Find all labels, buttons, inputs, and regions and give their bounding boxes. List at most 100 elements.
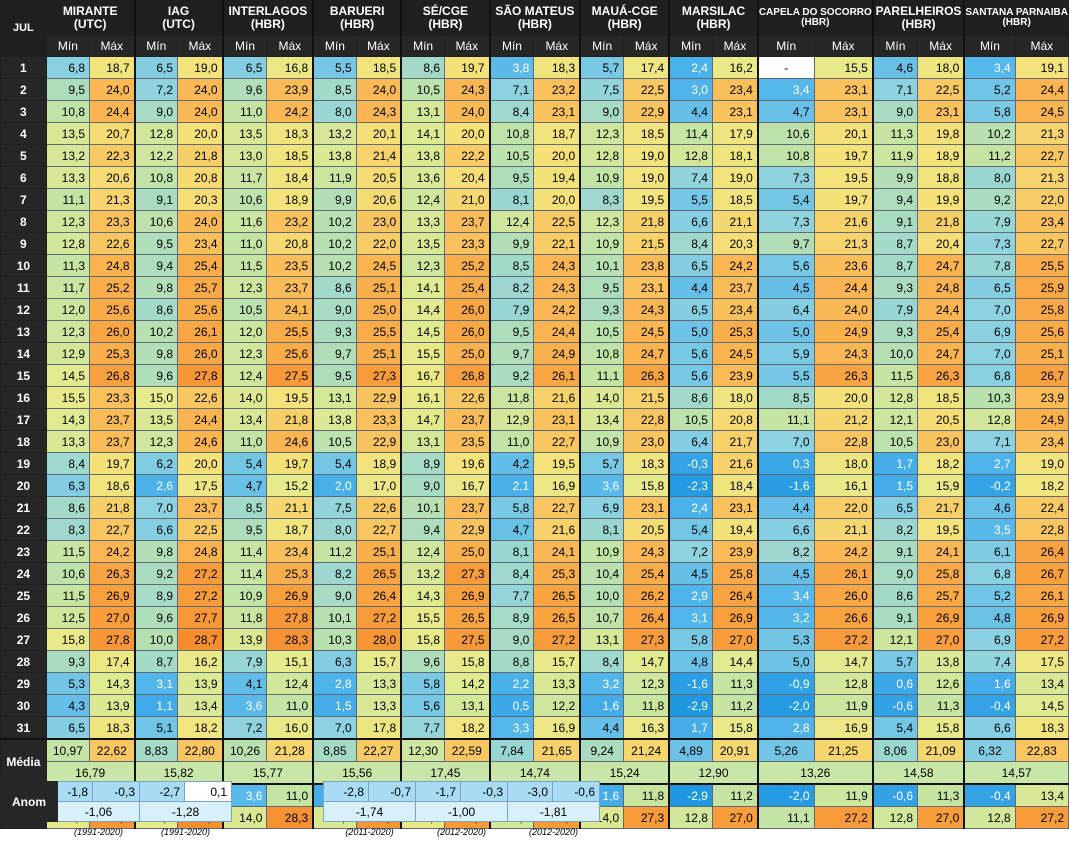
max-header: Máx	[533, 35, 581, 57]
day-number: 23	[0, 540, 47, 563]
max-value: 26,4	[623, 606, 670, 629]
min-value: 9,3	[579, 298, 625, 321]
min-value: 11,5	[871, 364, 919, 387]
min-value: 13,5	[133, 408, 179, 431]
min-value: 15,8	[45, 628, 91, 651]
min-value: 12,1	[871, 408, 919, 431]
max-value: 21,7	[917, 496, 965, 519]
max-value: 23,5	[266, 254, 314, 277]
min-value: 4,7	[221, 474, 268, 497]
max-value: 23,4	[1014, 210, 1069, 233]
anomaly-max: -0,7	[368, 781, 416, 802]
max-value: 12,6	[917, 672, 965, 695]
min-value: 9,6	[133, 364, 179, 387]
max-value: 18,5	[623, 122, 670, 145]
min-value: 11,4	[668, 122, 713, 145]
max-value: 25,0	[443, 342, 491, 365]
max-value: 23,3	[443, 232, 491, 255]
max-value: 23,4	[1014, 430, 1069, 453]
min-value: 3,4	[756, 78, 815, 101]
min-value: 5,8	[400, 672, 446, 695]
max-value: 21,6	[533, 518, 581, 541]
max-value: 18,8	[917, 166, 965, 189]
day-number: 9	[0, 232, 47, 255]
max-value: 16,9	[813, 716, 874, 740]
max-value: 27,8	[177, 364, 224, 387]
max-value: 22,7	[533, 430, 581, 453]
min-value: 1,7	[668, 716, 713, 740]
anomaly-max: -0,3	[92, 781, 140, 802]
min-value: 8,2	[488, 276, 535, 299]
min-value: 8,9	[400, 452, 446, 475]
min-value: 11,4	[221, 562, 268, 585]
station-header: INTERLAGOS (HBR)	[221, 0, 314, 36]
min-value: 7,2	[221, 716, 268, 740]
max-value: 23,2	[533, 78, 581, 101]
max-value: 20,0	[177, 452, 224, 475]
min-value: 5,8	[668, 628, 713, 651]
max-value: 23,7	[443, 210, 491, 233]
max-value: 27,3	[623, 806, 670, 829]
min-value: -2,0	[756, 694, 815, 717]
min-value: 10,8	[756, 144, 815, 167]
station-name: MARSILAC	[681, 4, 746, 18]
min-value: 7,0	[133, 496, 179, 519]
station-header: CAPELA DO SOCORRO (HBR)	[756, 0, 874, 36]
min-value: 10,8	[488, 122, 535, 145]
min-value: 9,1	[871, 606, 919, 629]
max-value: 21,2	[813, 408, 874, 431]
min-value: 9,3	[45, 650, 91, 673]
day-row: 29 5,3 14,3 3,1 13,9 4,1 12,4 2,8 13,3 5,8 14,2 2,2…	[0, 672, 1069, 695]
max-value: 27,0	[711, 628, 759, 651]
min-value: 11,0	[221, 232, 268, 255]
station-unit: (HBR)	[517, 17, 552, 31]
min-value: 11,1	[756, 806, 815, 829]
min-value: 6,6	[133, 518, 179, 541]
max-value: 19,4	[711, 518, 759, 541]
max-value: 24,0	[177, 78, 224, 101]
min-value: 12,8	[45, 232, 91, 255]
max-value: 18,4	[266, 166, 314, 189]
min-value: 7,0	[963, 298, 1016, 321]
min-value: 15,5	[400, 342, 446, 365]
max-value: 23,1	[917, 100, 965, 123]
day-number: 11	[0, 276, 47, 299]
min-value: 9,3	[871, 276, 919, 299]
min-value: 8,0	[312, 518, 357, 541]
min-value: 7,3	[963, 232, 1016, 255]
min-value: 6,9	[579, 496, 625, 519]
min-value: 14,0	[221, 806, 268, 829]
min-value: 7,0	[312, 716, 357, 740]
min-value: 7,0	[963, 342, 1016, 365]
min-value: 4,4	[756, 496, 815, 519]
max-value: 28,3	[266, 806, 314, 829]
min-value: 10,2	[963, 122, 1016, 145]
min-value: 8,85	[312, 738, 357, 762]
min-value: 9,8	[133, 540, 179, 563]
day-number: 29	[0, 672, 47, 695]
max-value: 21,6	[711, 452, 759, 475]
media-avg-row: 16,79 15,82 15,77 15,56 17,45 14,74 15,24 12,90…	[1, 761, 1069, 785]
station-name: IAG	[167, 4, 190, 18]
max-value: 23,3	[88, 386, 136, 409]
max-value: 17,4	[88, 650, 136, 673]
media-average: 13,26	[756, 761, 874, 785]
min-value: 6,8	[45, 56, 91, 79]
min-header: Mín	[400, 35, 446, 57]
anomaly-period: (1991-2020)	[160, 826, 211, 837]
min-value: 12,3	[45, 210, 91, 233]
min-value: 1,6	[963, 672, 1016, 695]
min-value: 8,5	[756, 386, 815, 409]
max-value: 20,0	[813, 386, 874, 409]
min-value: 8,2	[312, 562, 357, 585]
max-value: 17,8	[355, 716, 402, 740]
min-value: 5,7	[871, 650, 919, 673]
day-number: 16	[0, 386, 47, 409]
max-value: 25,4	[623, 562, 670, 585]
min-value: 12,3	[579, 122, 625, 145]
min-value: 9,7	[488, 342, 535, 365]
min-value: 10,5	[579, 320, 625, 343]
min-value: 13,3	[45, 430, 91, 453]
station-header: MAUÁ-CGE (HBR)	[579, 0, 670, 36]
min-value: 12,8	[579, 144, 625, 167]
